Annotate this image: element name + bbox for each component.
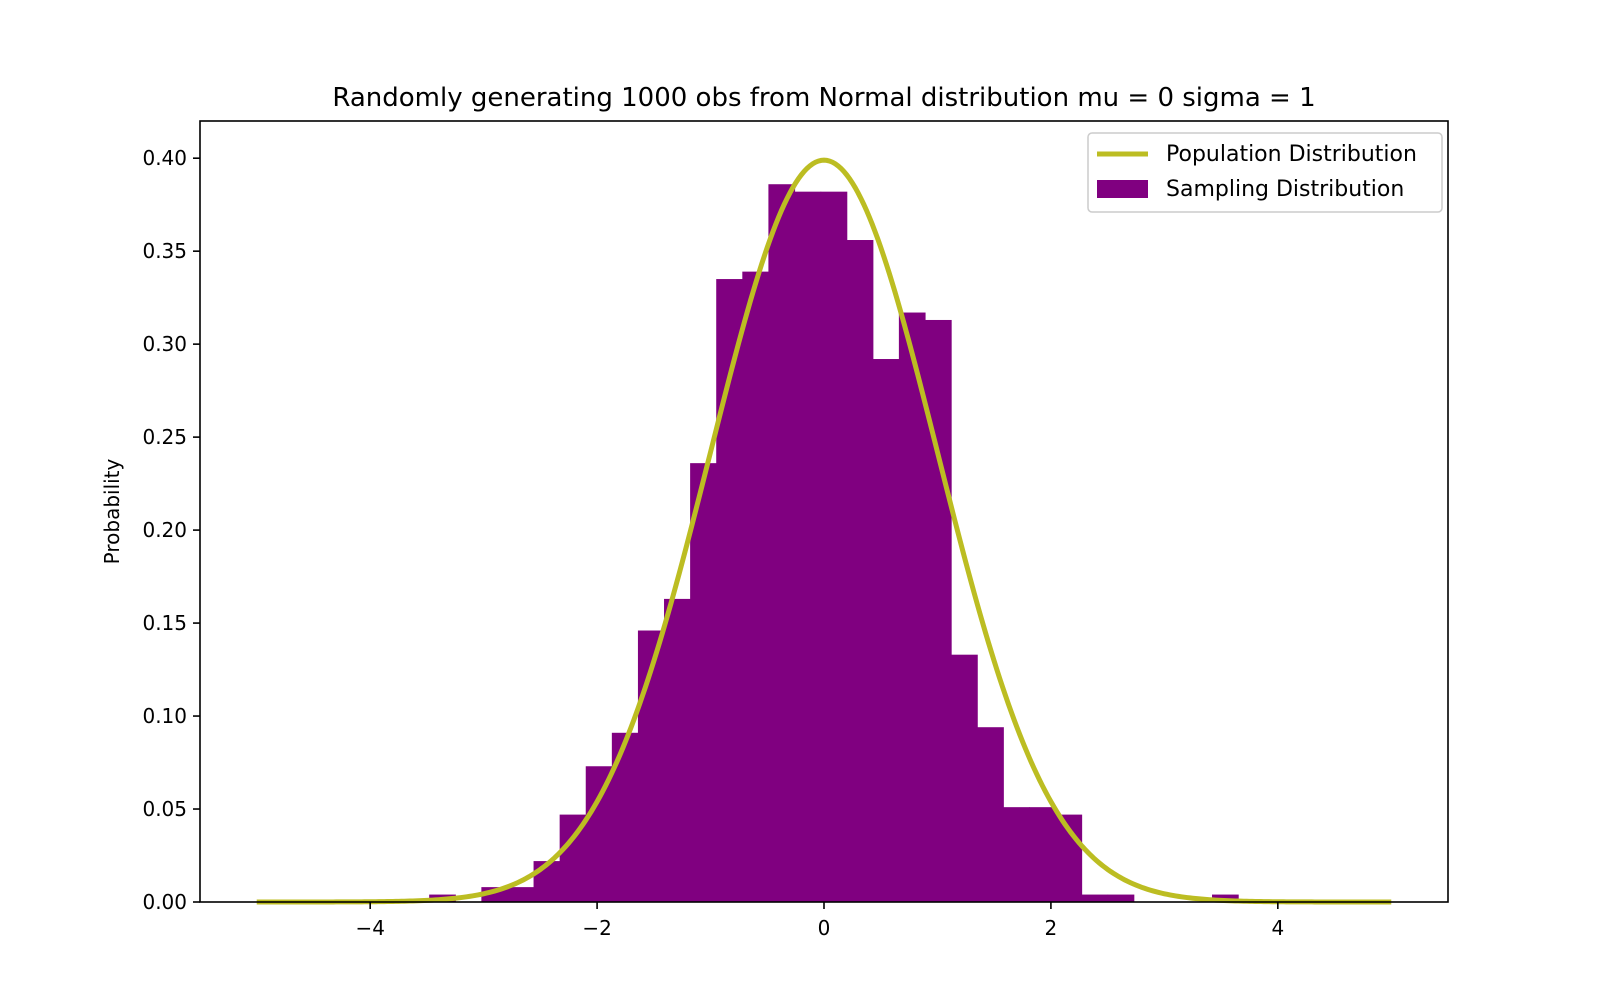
chart-title: Randomly generating 1000 obs from Normal…	[332, 83, 1315, 113]
legend-label-population: Population Distribution	[1166, 142, 1417, 167]
histogram-bar	[533, 861, 561, 902]
y-tick-label: 0.35	[142, 239, 187, 263]
histogram-bar	[1081, 894, 1109, 902]
histogram-bar	[1029, 807, 1057, 902]
histogram-bar	[924, 319, 952, 902]
histogram-bar	[794, 191, 822, 902]
histogram-bar	[585, 766, 613, 902]
histogram-bar	[872, 359, 900, 902]
x-tick-label: 4	[1271, 916, 1284, 940]
legend: Population Distribution Sampling Distrib…	[1087, 132, 1443, 213]
histogram-bar	[820, 191, 848, 902]
legend-bar-swatch	[1097, 180, 1148, 198]
histogram-bar	[742, 271, 770, 902]
histogram-bar	[898, 312, 926, 902]
histogram-bar	[507, 887, 535, 902]
legend-box	[1087, 132, 1443, 213]
histogram-bar	[846, 240, 874, 902]
histogram-bar	[690, 463, 717, 902]
y-tick-label: 0.25	[142, 425, 187, 449]
y-tick-label: 0.30	[142, 332, 187, 356]
y-axis: 0.00 0.05 0.10 0.15 0.20 0.25 0.30 0.35 0.40	[142, 146, 200, 914]
histogram-bar	[664, 598, 691, 902]
y-axis-label: Probability	[100, 458, 124, 564]
y-tick-label: 0.05	[142, 797, 187, 821]
x-tick-label: −2	[582, 916, 611, 940]
histogram-bar	[951, 654, 978, 902]
x-axis: −4 −2 0 2 4	[355, 902, 1284, 940]
histogram-bar	[1003, 807, 1030, 902]
x-tick-label: −4	[355, 916, 384, 940]
y-tick-label: 0.10	[142, 704, 187, 728]
histogram-bar	[977, 727, 1004, 902]
x-tick-label: 2	[1045, 916, 1058, 940]
histogram-bar	[768, 184, 796, 902]
x-tick-label: 0	[818, 916, 831, 940]
histogram-bar	[1107, 894, 1135, 902]
population-curve	[256, 157, 1392, 905]
y-tick-label: 0.20	[142, 518, 187, 542]
y-tick-label: 0.00	[142, 890, 187, 914]
y-tick-label: 0.40	[142, 146, 187, 170]
y-tick-label: 0.15	[142, 611, 187, 635]
legend-label-sampling: Sampling Distribution	[1166, 177, 1404, 202]
